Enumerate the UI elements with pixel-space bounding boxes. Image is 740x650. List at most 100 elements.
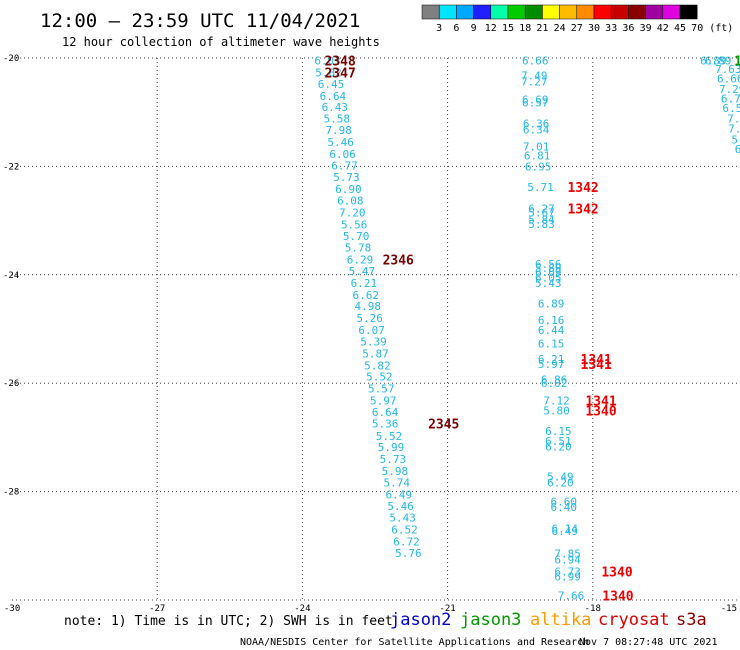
wave-height-value: 7.63 (715, 63, 740, 76)
wave-height-value: 6.29 (347, 254, 374, 267)
wave-height-value: 5.97 (538, 358, 565, 371)
wave-height-value: 7.20 (339, 206, 366, 219)
wave-height-value: 6.52 (391, 524, 418, 537)
wave-height-value: 6.94 (554, 553, 581, 566)
wave-height-value: 6.34 (523, 124, 550, 137)
wave-height-value: 5.39 (360, 335, 387, 348)
legend-altika: altika (530, 610, 591, 630)
wave-height-value: 5. (731, 133, 740, 146)
legend-jason2: jason2 (390, 610, 451, 630)
wave-height-value: 6.64 (372, 406, 399, 419)
wave-height-value: 6.21 (538, 353, 565, 366)
wave-height-value: 5.83 (528, 218, 555, 231)
color-swatch (576, 4, 595, 20)
wave-height-value: 7.66 (558, 590, 585, 603)
wave-height-value: 6.89 (705, 55, 732, 68)
wave-height-value: 7.29 (719, 83, 740, 96)
pass-label-cryosat: 1340 (602, 590, 633, 605)
wave-height-value: 5.73 (333, 171, 360, 184)
wave-height-value: 6.20 (547, 476, 574, 489)
wave-height-value: 6.21 (351, 277, 378, 290)
color-scale-label: 15 (502, 23, 514, 34)
wave-height-value: 7.98 (325, 124, 352, 137)
wave-height-value: 6.86 (541, 373, 568, 386)
color-scale-label: 33 (605, 23, 617, 34)
color-swatch (645, 4, 664, 20)
wave-height-value: 6.51 (545, 435, 572, 448)
pass-label-cryosat: 1340 (585, 404, 616, 419)
wave-height-value: 5.36 (372, 417, 399, 430)
wave-height-value: 5.82 (315, 67, 342, 80)
wave-height-value: 6.73 (554, 565, 581, 578)
color-scale-label: 9 (471, 23, 477, 34)
wave-height-value: 6.99 (554, 571, 581, 584)
wave-height-value: 7.49 (521, 69, 548, 82)
wave-height-value: 5.97 (370, 395, 397, 408)
wave-height-value: 5.43 (389, 512, 416, 525)
wave-height-value: 6.75 (721, 93, 740, 106)
wave-height-value: 6.89 (700, 55, 727, 68)
wave-height-value: 6.15 (545, 425, 572, 438)
wave-height-value: 6.02 (541, 377, 568, 390)
wave-height-value: 5.46 (327, 136, 354, 149)
wave-height-values: 6.035.826.456.646.435.587.985.466.066.77… (314, 55, 740, 603)
wave-height-value: 6.08 (337, 195, 364, 208)
wave-height-value: 7.12 (543, 395, 570, 408)
wave-height-value: 6.69 (522, 94, 549, 107)
x-tick-label: -18 (585, 604, 601, 614)
y-tick-label: -24 (3, 271, 19, 281)
wave-height-value: 7.27 (521, 75, 548, 88)
y-axis-ticks: -20 -22 -24 -26 -28 (3, 54, 19, 498)
chart-title: 12:00 – 23:59 UTC 11/04/2021 (40, 10, 360, 32)
color-swatch (438, 4, 457, 20)
color-scale-label: 39 (640, 23, 652, 34)
color-swatch (507, 4, 526, 20)
color-scale-label: 70 (691, 23, 703, 34)
pass-label-cryosat: 1341 (581, 358, 612, 373)
wave-height-value: 5.99 (378, 441, 405, 454)
wave-height-value: 5.74 (384, 476, 411, 489)
pass-number-labels: 2348234723462345134213421341134113411340… (324, 55, 740, 605)
color-scale-label: 42 (657, 23, 669, 34)
color-swatch (456, 4, 474, 20)
footer-note: note: 1) Time is in UTC; 2) SWH is in fe… (64, 614, 393, 629)
wave-height-value: 6.27 (528, 203, 555, 216)
wave-height-value: 5.73 (380, 453, 407, 466)
wave-height-value: 7.01 (523, 140, 550, 153)
color-scale-label: 30 (588, 23, 600, 34)
wave-height-value: 5.82 (364, 359, 391, 372)
wave-height-value: 6.43 (322, 101, 349, 114)
legend-cryosat: cryosat (598, 610, 670, 630)
wave-height-value: 6.57 (722, 102, 740, 115)
footer-credit: NOAA/NESDIS Center for Satellite Applica… (240, 637, 589, 648)
wave-height-value: 5.52 (376, 430, 403, 443)
wave-height-value: 5.43 (535, 277, 562, 290)
wave-height-value: 6.90 (335, 183, 362, 196)
legend-jason3: jason3 (460, 610, 521, 630)
wave-height-value: 5.98 (382, 465, 409, 478)
wave-height-value: 6.45 (318, 78, 345, 91)
wave-height-value: 6.95 (525, 160, 552, 173)
color-scale-label: 18 (519, 23, 531, 34)
wave-height-value: 6.14 (551, 522, 578, 535)
color-scale-label: 45 (674, 23, 686, 34)
wave-height-value: 6.72 (393, 535, 420, 548)
color-swatch (679, 4, 698, 20)
y-tick-label: -20 (3, 54, 19, 64)
color-scale-label: 21 (536, 23, 548, 34)
pass-label-s3a: 2347 (324, 67, 355, 82)
wave-height-value: 7.5 (727, 113, 740, 126)
wave-height-value: 5.58 (324, 113, 351, 126)
wave-height-value: 6.89 (538, 298, 565, 311)
wave-height-value: 6.62 (353, 289, 380, 302)
wave-height-value: 5.76 (395, 547, 422, 560)
pass-label-cryosat: 1341 (585, 395, 616, 410)
wave-height-value: 6.69 (535, 266, 562, 279)
color-swatch (421, 4, 440, 20)
wave-height-value: 6.15 (538, 338, 565, 351)
wave-height-value: 6.03 (314, 55, 341, 68)
wave-height-value: 5.89 (535, 262, 562, 275)
wave-height-value: 5.70 (343, 230, 370, 243)
wave-height-value: 6.36 (523, 118, 550, 131)
